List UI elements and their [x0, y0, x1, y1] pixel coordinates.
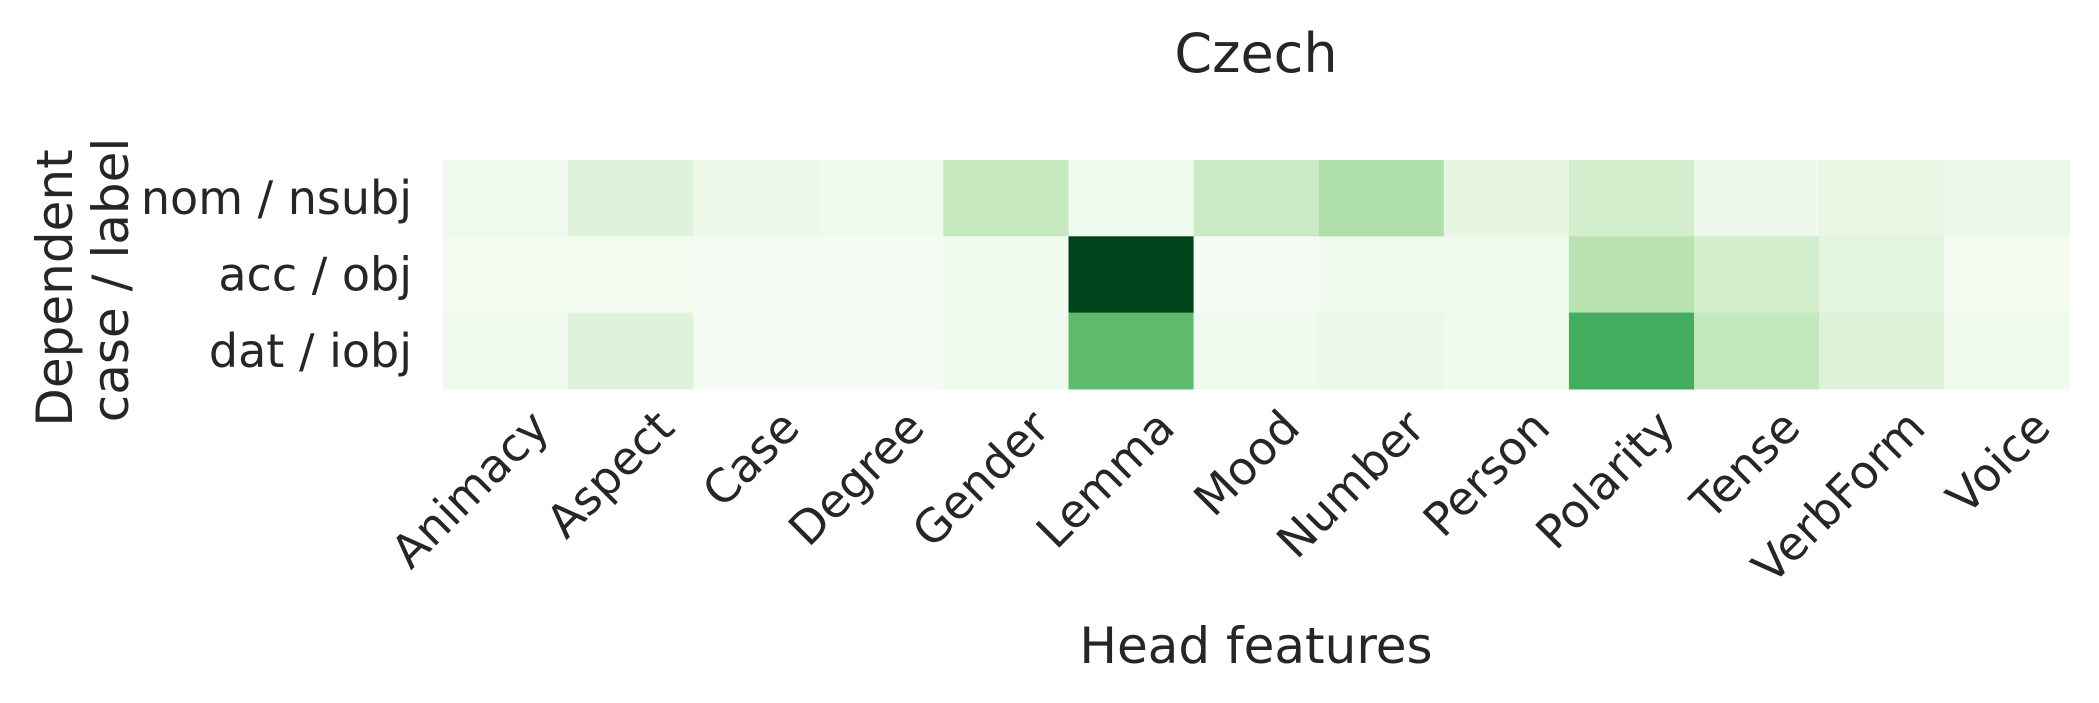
heatmap-cell — [1568, 312, 1695, 390]
x-tick-label: Gender — [902, 400, 1060, 558]
x-tick-label: Animacy — [380, 400, 559, 579]
y-axis-label: Dependent case / label — [26, 133, 140, 426]
y-tick-label: acc / obj — [218, 247, 412, 301]
heatmap-cell — [568, 312, 694, 390]
heatmap-cell — [443, 236, 569, 314]
x-axis-label: Head features — [1079, 617, 1432, 675]
heatmap-cell — [1694, 160, 1820, 237]
heatmap-cell — [1193, 160, 1320, 237]
heatmap-cell — [1068, 160, 1195, 237]
heatmap-cell — [443, 312, 569, 390]
y-tick-label: dat / iobj — [209, 324, 412, 378]
heatmap-cell — [818, 312, 944, 390]
heatmap-cell — [943, 312, 1070, 390]
heatmap-cell — [1819, 312, 1945, 390]
heatmap-cell — [1944, 312, 2070, 390]
x-tick-label: Voice — [1936, 400, 2061, 525]
x-tick-label: Lemma — [1026, 400, 1185, 559]
y-axis-label-line-2: case / label — [82, 138, 140, 423]
heatmap-cell — [943, 160, 1070, 237]
y-axis-label-line-1: Dependent — [26, 149, 84, 426]
heatmap-cell — [693, 160, 819, 237]
y-tick-labels: nom / nsubj acc / obj dat / iobj — [141, 171, 412, 378]
heatmap-cell — [818, 236, 944, 314]
heatmap-cell — [1944, 236, 2070, 314]
heatmap-cell — [693, 236, 819, 314]
heatmap-cell — [818, 160, 944, 237]
heatmap-cell — [1068, 236, 1195, 314]
heatmap-cell — [1568, 160, 1695, 237]
heatmap-cell — [1944, 160, 2070, 237]
heatmap-cell — [1819, 236, 1945, 314]
heatmap-cell — [1568, 236, 1695, 314]
heatmap-cell — [943, 236, 1070, 314]
heatmap-cell — [1694, 236, 1820, 314]
heatmap-cell — [443, 160, 569, 237]
x-tick-label: Aspect — [536, 400, 685, 549]
x-tick-label: Case — [692, 400, 810, 518]
heatmap-cells — [443, 160, 2070, 390]
x-tick-label: Polarity — [1525, 400, 1685, 560]
y-tick-label: nom / nsubj — [141, 171, 412, 225]
heatmap-cell — [1819, 160, 1945, 237]
heatmap-cell — [693, 312, 819, 390]
heatmap-cell — [1193, 312, 1320, 390]
x-tick-label: Degree — [778, 400, 935, 557]
heatmap-cell — [1068, 312, 1195, 390]
heatmap-cell — [1318, 160, 1445, 237]
heatmap-cell — [568, 160, 694, 237]
heatmap-cell — [1193, 236, 1320, 314]
heatmap-cell — [1443, 312, 1570, 390]
heatmap-cell — [1318, 236, 1445, 314]
heatmap-cell — [1318, 312, 1445, 390]
chart-title: Czech — [1174, 22, 1337, 85]
heatmap-cell — [1443, 160, 1570, 237]
heatmap-cell — [568, 236, 694, 314]
heatmap-cell — [1443, 236, 1570, 314]
heatmap-cell — [1694, 312, 1820, 390]
